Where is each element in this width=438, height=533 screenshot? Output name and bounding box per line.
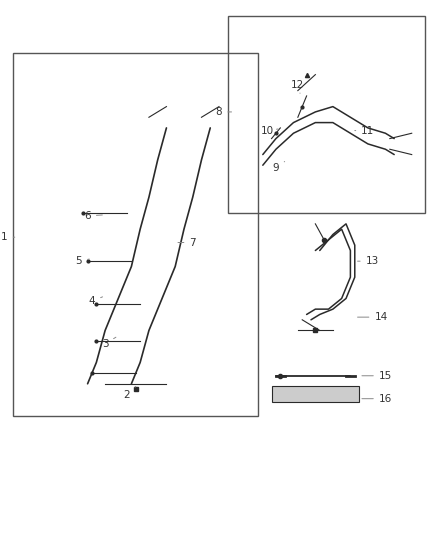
Bar — [272, 386, 359, 402]
Text: 9: 9 — [272, 161, 285, 173]
Text: 14: 14 — [357, 312, 388, 322]
Text: 16: 16 — [362, 394, 392, 403]
Bar — [228, 16, 425, 213]
Text: 13: 13 — [357, 256, 379, 266]
Text: 8: 8 — [215, 107, 232, 117]
Text: 15: 15 — [362, 371, 392, 381]
Text: 6: 6 — [84, 211, 102, 221]
Text: 1: 1 — [1, 232, 15, 242]
Text: 5: 5 — [75, 256, 89, 266]
Bar — [13, 53, 258, 416]
Text: 12: 12 — [291, 80, 304, 93]
Text: 7: 7 — [178, 238, 196, 247]
Text: 10: 10 — [261, 126, 278, 135]
Text: 2: 2 — [124, 386, 136, 400]
Text: 11: 11 — [355, 126, 374, 135]
Text: 4: 4 — [88, 296, 102, 306]
Text: 3: 3 — [102, 337, 116, 349]
